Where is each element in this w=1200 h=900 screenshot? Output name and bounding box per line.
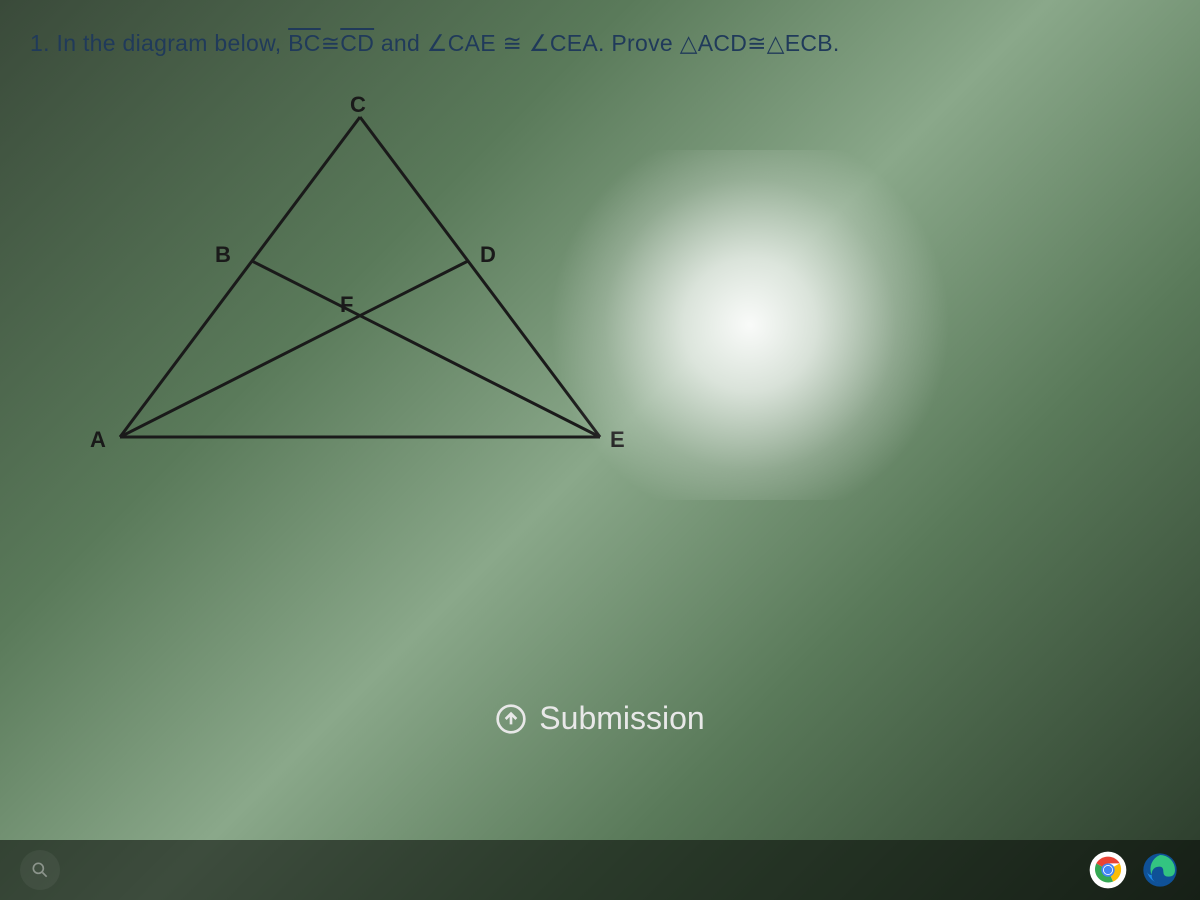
problem-statement: 1. In the diagram below, BC≅CD and ∠CAE … — [30, 30, 1170, 57]
triangle-acd: △ACD — [680, 30, 747, 56]
point-label-d: D — [480, 242, 496, 268]
problem-prefix: In the diagram below, — [57, 30, 282, 56]
submission-row: Submission — [0, 700, 1200, 740]
congruent-symbol: ≅ — [321, 30, 341, 56]
point-label-f: F — [340, 292, 353, 318]
point-label-c: C — [350, 92, 366, 118]
triangle-diagram: AECBDF — [80, 97, 640, 477]
point-label-b: B — [215, 242, 231, 268]
angle-cae: ∠CAE — [427, 30, 496, 56]
submission-button[interactable]: Submission — [495, 700, 704, 737]
triangle-ecb: △ECB — [767, 30, 833, 56]
angle-cea: ∠CEA — [529, 30, 598, 56]
chrome-icon[interactable] — [1088, 850, 1128, 890]
search-icon[interactable] — [20, 850, 60, 890]
end-period: . — [833, 30, 840, 56]
upload-icon — [495, 703, 527, 735]
congruent-symbol: ≅ — [747, 30, 767, 56]
point-label-e: E — [610, 427, 625, 453]
problem-number: 1. — [30, 30, 50, 56]
segment-cd: CD — [340, 30, 374, 56]
prove-word: . Prove — [598, 30, 673, 56]
taskbar — [0, 840, 1200, 900]
word-and: and — [381, 30, 420, 56]
edge-icon[interactable] — [1140, 850, 1180, 890]
problem-content: 1. In the diagram below, BC≅CD and ∠CAE … — [0, 0, 1200, 477]
segment-bc: BC — [288, 30, 321, 56]
submission-label: Submission — [539, 700, 704, 737]
point-label-a: A — [90, 427, 106, 453]
congruent-symbol: ≅ — [503, 30, 523, 56]
diagram-svg — [80, 97, 640, 477]
